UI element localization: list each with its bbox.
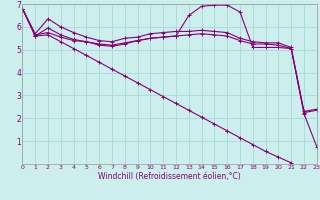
X-axis label: Windchill (Refroidissement éolien,°C): Windchill (Refroidissement éolien,°C) [98,172,241,181]
